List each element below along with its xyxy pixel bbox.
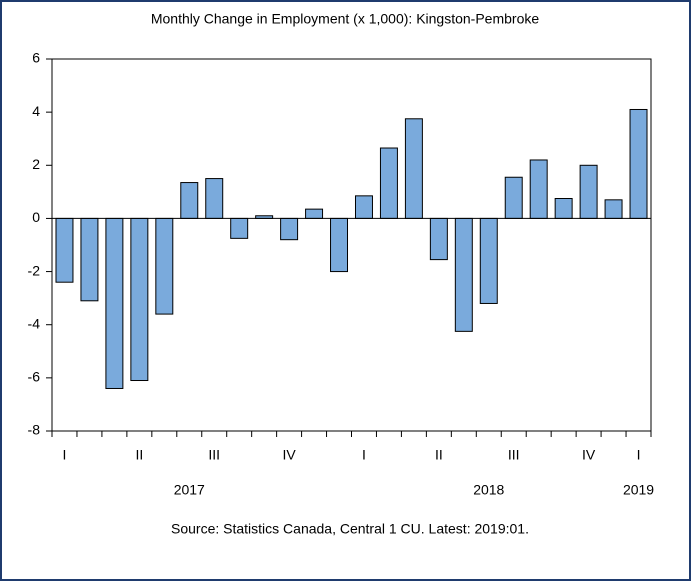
bar <box>354 195 373 219</box>
year-label: 2019 <box>623 482 654 498</box>
bar <box>80 217 99 302</box>
bar <box>529 159 548 219</box>
year-label: 2017 <box>174 482 205 498</box>
x-tick-label: I <box>362 447 366 463</box>
bar <box>230 217 249 239</box>
bar <box>105 217 124 389</box>
x-tick-label: II <box>135 447 143 463</box>
bar <box>629 108 648 219</box>
chart-title: Monthly Change in Employment (x 1,000): … <box>151 11 540 27</box>
y-tick-label: -4 <box>28 315 41 331</box>
bar <box>479 217 498 304</box>
bar <box>579 164 598 219</box>
bar <box>180 182 199 219</box>
bar <box>379 147 398 219</box>
bar <box>205 178 224 219</box>
x-tick-label: III <box>508 447 520 463</box>
bar <box>155 217 174 315</box>
x-tick-label: II <box>435 447 443 463</box>
bar <box>305 208 324 219</box>
source-note: Source: Statistics Canada, Central 1 CU.… <box>171 521 529 537</box>
y-tick-label: 4 <box>32 103 40 119</box>
y-tick-label: 0 <box>32 209 40 225</box>
year-label: 2018 <box>473 482 504 498</box>
x-tick-label: IV <box>582 447 596 463</box>
bar <box>429 217 448 261</box>
y-tick-label: 6 <box>32 50 40 66</box>
bar <box>504 176 523 219</box>
y-tick-label: -8 <box>28 422 41 438</box>
y-tick-label: -2 <box>28 262 41 278</box>
bar <box>330 217 349 273</box>
y-tick-label: -6 <box>28 369 41 385</box>
x-tick-label: IV <box>282 447 296 463</box>
x-tick-label: I <box>637 447 641 463</box>
x-tick-label: III <box>208 447 220 463</box>
bar <box>280 217 299 241</box>
bar <box>604 199 623 219</box>
bar <box>130 217 149 382</box>
y-tick-label: 2 <box>32 156 40 172</box>
bar <box>55 217 74 283</box>
bar <box>404 118 423 219</box>
bar <box>554 198 573 219</box>
x-tick-label: I <box>63 447 67 463</box>
bar <box>454 217 473 332</box>
